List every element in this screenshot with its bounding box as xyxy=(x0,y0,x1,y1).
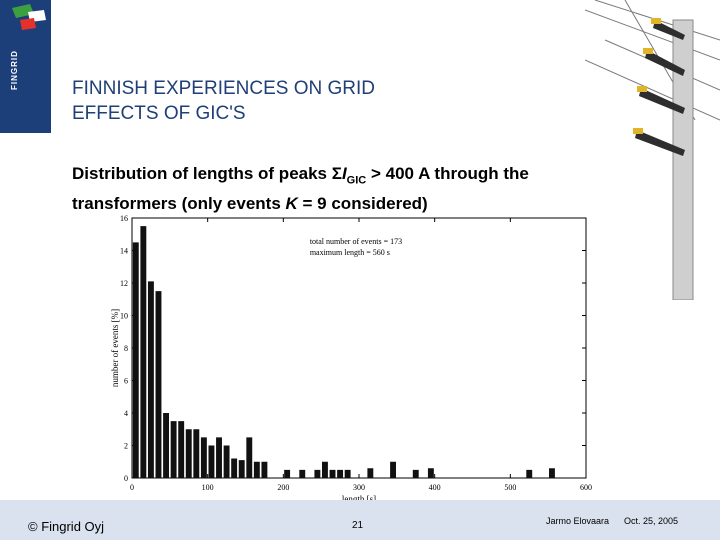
y-tick-label: 4 xyxy=(124,409,128,418)
footer-author: Jarmo Elovaara xyxy=(546,516,610,526)
footer-date: Oct. 25, 2005 xyxy=(624,516,679,526)
footer-copyright: © Fingrid Oyj xyxy=(28,519,105,534)
histogram-bar xyxy=(329,469,336,478)
y-tick-label: 12 xyxy=(120,279,128,288)
caption-symbol-i: I xyxy=(341,164,347,183)
slide-title-line1: FINNISH EXPERIENCES ON GRID xyxy=(72,78,375,99)
x-tick-label: 100 xyxy=(202,483,214,492)
histogram-bar xyxy=(208,445,215,478)
histogram-bar xyxy=(367,468,374,478)
histogram-bar xyxy=(231,458,238,478)
histogram-bar xyxy=(526,469,533,478)
histogram-bar xyxy=(216,437,222,478)
y-tick-label: 16 xyxy=(120,214,128,223)
histogram-bar xyxy=(185,429,192,478)
caption-subscript-gic: GIC xyxy=(346,174,367,187)
histogram-bar xyxy=(178,421,185,478)
histogram-bar xyxy=(155,291,162,478)
y-tick-label: 8 xyxy=(124,344,128,353)
histogram-bar xyxy=(253,461,260,478)
caption-text-3: transformers (only events xyxy=(72,194,286,214)
caption-text-4: = 9 considered) xyxy=(297,194,428,214)
histogram-bar xyxy=(193,429,200,478)
histogram-bar xyxy=(163,413,170,478)
histogram-bar xyxy=(344,469,351,478)
fingrid-logo-text: FINGRID xyxy=(10,50,19,90)
histogram-bar xyxy=(200,437,207,478)
caption-text-1: Distribution of lengths of peaks Σ xyxy=(72,164,342,183)
y-tick-label: 10 xyxy=(120,312,128,321)
histogram-bar xyxy=(261,461,268,478)
histogram-bar xyxy=(314,469,321,478)
y-axis-label: number of events [%] xyxy=(110,309,120,387)
fingrid-logo-bar: FINGRID xyxy=(0,0,51,133)
chart-annotation: maximum length = 560 s xyxy=(310,248,390,257)
histogram-bar xyxy=(390,461,397,478)
histogram-bar xyxy=(299,469,306,478)
chart-annotation: total number of events = 173 xyxy=(310,237,402,246)
slide-title-line2: EFFECTS OF GIC'S xyxy=(72,103,246,124)
x-tick-label: 200 xyxy=(277,483,289,492)
histogram-bar xyxy=(284,469,291,478)
histogram-bar xyxy=(548,468,555,478)
y-tick-label: 0 xyxy=(124,474,128,483)
histogram-bar xyxy=(427,468,434,478)
y-tick-label: 2 xyxy=(124,442,128,451)
chart-caption: Distribution of lengths of peaks ΣIGIC >… xyxy=(72,162,632,216)
power-tower-image xyxy=(585,0,720,300)
histogram-bar xyxy=(140,226,147,478)
x-tick-label: 0 xyxy=(130,483,134,492)
chart-caption-line1: Distribution of lengths of peaks ΣIGIC >… xyxy=(72,162,632,192)
histogram-bar xyxy=(132,242,139,478)
histogram-bar xyxy=(337,469,344,478)
histogram-bar xyxy=(412,469,419,478)
x-tick-label: 400 xyxy=(429,483,441,492)
fingrid-logo-icon xyxy=(12,4,46,30)
x-tick-label: 600 xyxy=(580,483,592,492)
histogram-chart: 0 2 4 6 8 10 12 14 16 0 100 200 300 400 500 600 length [… xyxy=(110,214,592,502)
caption-text-2: > 400 A through the xyxy=(366,164,529,183)
histogram-bar xyxy=(147,281,154,478)
histogram-bar xyxy=(170,421,177,478)
histogram-bar xyxy=(321,461,328,478)
footer: © Fingrid Oyj 21 Jarmo Elovaara Oct. 25,… xyxy=(0,500,720,540)
histogram-bar xyxy=(246,437,253,478)
x-axis-label: length [s] xyxy=(342,494,376,502)
histogram-bar xyxy=(238,460,245,478)
chart-caption-line2: transformers (only events K = 9 consider… xyxy=(72,192,632,216)
plot-frame xyxy=(131,217,587,479)
histogram-bar xyxy=(223,445,230,478)
x-tick-label: 300 xyxy=(353,483,365,492)
y-tick-label: 14 xyxy=(120,247,128,256)
x-tick-label: 500 xyxy=(504,483,516,492)
footer-page-number: 21 xyxy=(352,520,364,531)
slide-title: FINNISH EXPERIENCES ON GRID EFFECTS OF G… xyxy=(72,76,532,126)
y-tick-label: 6 xyxy=(124,377,128,386)
caption-symbol-k: K xyxy=(285,194,298,214)
